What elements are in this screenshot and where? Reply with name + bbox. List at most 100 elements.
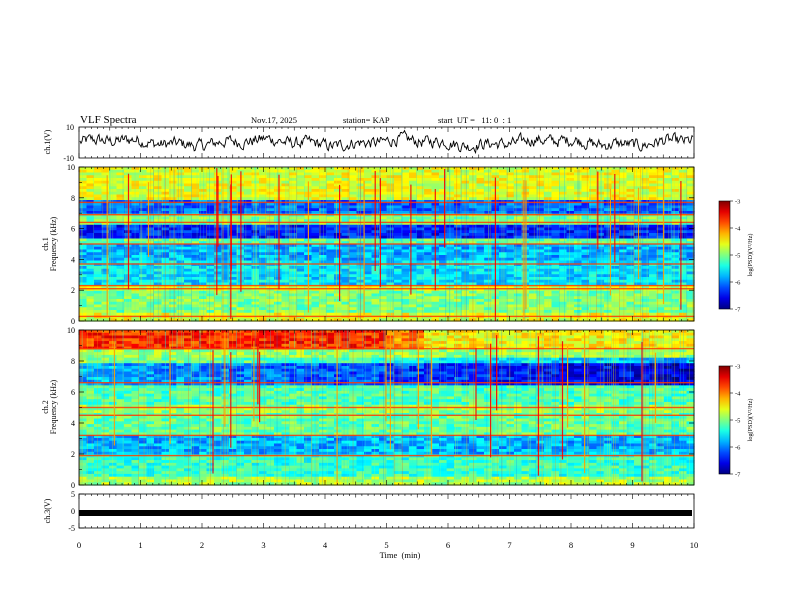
spectrogram-cell <box>341 224 350 229</box>
spectrogram-cell <box>161 208 170 212</box>
spectrogram-cell <box>319 268 328 273</box>
spectrogram-cell <box>101 241 110 245</box>
spectrogram-cell <box>154 219 163 223</box>
spectrogram-cell <box>139 246 148 251</box>
spectrogram-cell <box>296 235 305 240</box>
spectrogram-cell <box>626 279 635 284</box>
spectrogram-cell <box>176 238 185 242</box>
spectrogram-cell <box>596 227 605 231</box>
spectrogram-cell <box>461 213 470 218</box>
spectrogram-cell <box>401 183 410 187</box>
spectrogram-cell <box>251 175 260 179</box>
spectrogram-cell <box>589 178 598 182</box>
spectrogram-cell <box>146 246 155 251</box>
spectrogram-cell <box>604 219 613 223</box>
spectrogram-cell <box>184 271 193 275</box>
spectrogram-cell <box>281 213 290 218</box>
spectrogram-cell <box>386 249 395 253</box>
spectrogram-cell <box>499 260 508 264</box>
spectrogram-cell <box>356 178 365 182</box>
spectrogram-cell <box>281 191 290 196</box>
spectrogram-cell <box>664 266 673 270</box>
spectrogram-cell <box>401 227 410 231</box>
spectrogram-cell <box>161 175 170 179</box>
spectrogram-cell <box>499 222 508 226</box>
spectrogram-cell <box>161 197 170 201</box>
spectrogram-cell <box>476 260 485 264</box>
spectrogram-cell <box>439 222 448 226</box>
spectrogram-cell <box>454 274 463 278</box>
spectrogram-cell <box>206 230 215 234</box>
spectrogram-cell <box>94 285 103 289</box>
spectrogram-cell <box>439 266 448 270</box>
spectrogram-cell <box>461 167 470 171</box>
spectrogram-cell <box>334 255 343 259</box>
spectrogram-cell <box>469 282 478 286</box>
spectrogram-cell <box>416 189 425 193</box>
spectrogram-cell <box>506 279 515 284</box>
spectrogram-cell <box>656 213 665 218</box>
spectrogram-cell <box>596 238 605 242</box>
spectrogram-cell <box>619 224 628 229</box>
spectrogram-cell <box>281 235 290 240</box>
spectrogram-cell <box>611 205 620 209</box>
spectrogram-cell <box>619 279 628 284</box>
spectrogram-cell <box>596 169 605 174</box>
spectrogram-cell <box>266 252 275 256</box>
spectrogram-cell <box>199 233 208 237</box>
spectrogram-cell <box>154 263 163 267</box>
spectrogram-cell <box>146 257 155 262</box>
spectrogram-cell <box>611 244 620 248</box>
spectrogram-cell <box>139 191 148 196</box>
spectrogram-cell <box>199 216 208 220</box>
spectrogram-cell <box>416 186 425 190</box>
spectrogram-cell <box>191 274 200 278</box>
spectrogram-cell <box>281 180 290 185</box>
spectrogram-cell <box>311 197 320 201</box>
spectrogram-cell <box>626 213 635 218</box>
spectrogram-cell <box>311 282 320 286</box>
spectrogram-cell <box>139 200 148 204</box>
spectrogram-cell <box>664 252 673 256</box>
spectrogram-cell <box>319 169 328 174</box>
spectrogram-cell <box>184 191 193 196</box>
spectrogram-cell <box>401 194 410 198</box>
spectrogram-cell <box>619 180 628 185</box>
spectrogram-cell <box>296 200 305 204</box>
spectrogram-cell <box>326 202 335 207</box>
spectrogram-cell <box>506 266 515 270</box>
spectrogram-cell <box>191 200 200 204</box>
spectrogram-cell <box>139 211 148 215</box>
spectrogram-cell <box>671 230 680 234</box>
spectrogram-cell <box>469 191 478 196</box>
spectrogram-cell <box>176 213 185 218</box>
spectrogram-cell <box>424 274 433 278</box>
spectrogram-cell <box>641 257 650 262</box>
spectrogram-cell <box>394 167 403 171</box>
spectrogram-cell <box>101 180 110 185</box>
spectrogram-cell <box>296 216 305 220</box>
spectrogram-cell <box>101 285 110 289</box>
spectrogram-cell <box>446 180 455 185</box>
spectrogram-cell <box>221 213 230 218</box>
spectrogram-cell <box>109 200 118 204</box>
spectrogram-cell <box>551 282 560 286</box>
spectrogram-cell <box>281 216 290 220</box>
spectrogram-cell <box>356 285 365 289</box>
spectrogram-cell <box>439 167 448 171</box>
spectrogram-cell <box>311 202 320 207</box>
spectrogram-cell <box>589 175 598 179</box>
spectrogram-cell <box>551 277 560 281</box>
spectrogram-cell <box>94 233 103 237</box>
spectrogram-cell <box>251 257 260 262</box>
spectrogram-cell <box>619 216 628 220</box>
spectrogram-cell <box>259 172 268 176</box>
spectrogram-cell <box>469 271 478 275</box>
spectrogram-cell <box>326 224 335 229</box>
spectrogram-cell <box>221 183 230 187</box>
spectrogram-cell <box>341 178 350 182</box>
sferic-burst <box>597 171 599 250</box>
spectrogram-cell <box>611 227 620 231</box>
spectrogram-cell <box>364 213 373 218</box>
spectrogram-cell <box>589 208 598 212</box>
